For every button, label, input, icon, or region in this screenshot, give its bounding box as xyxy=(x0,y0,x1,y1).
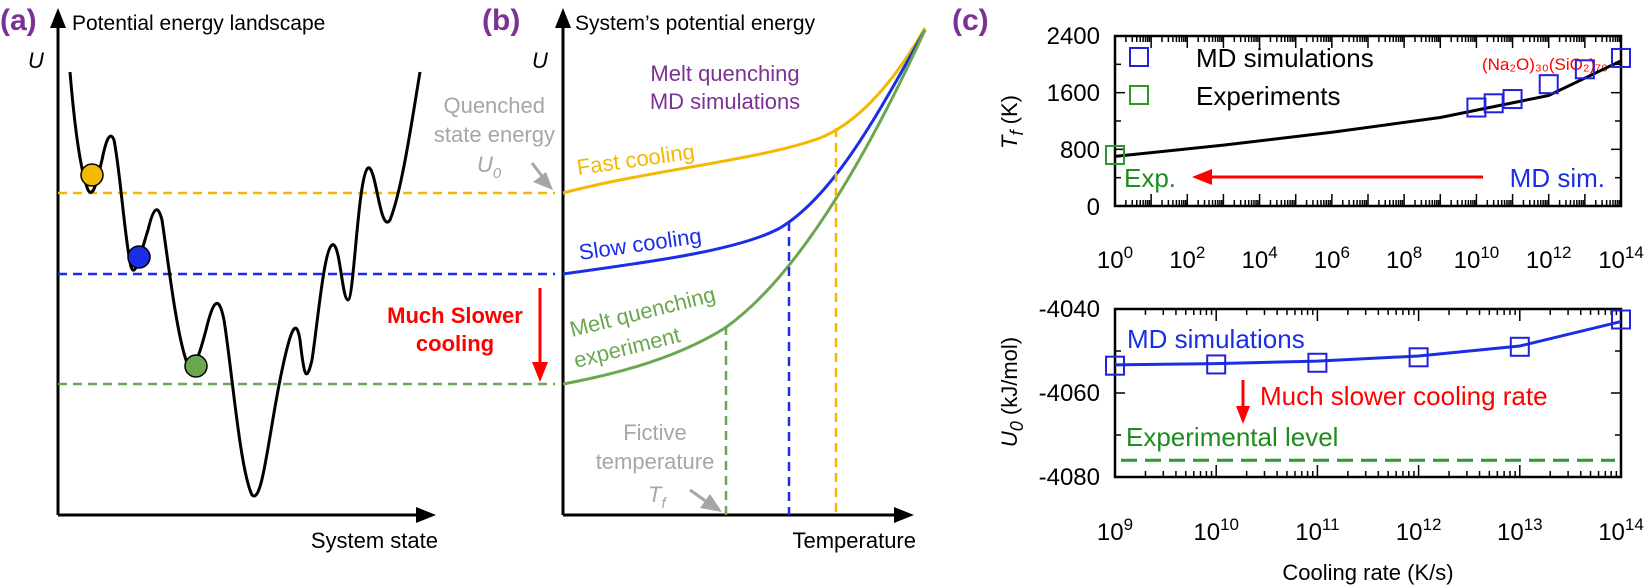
exp-level-label: Experimental level xyxy=(1126,422,1338,452)
tf-pointer xyxy=(689,488,708,504)
top-exp-label: Exp. xyxy=(1124,163,1176,193)
top-ytick: 800 xyxy=(1060,137,1100,164)
bottom-x-label: Cooling rate (K/s) xyxy=(1282,560,1453,585)
top-red-arrowhead xyxy=(1192,169,1212,185)
energy-landscape-curve xyxy=(68,71,422,498)
bottom-x-tick-label: 1011 xyxy=(1295,515,1339,546)
slow-cooling-curve xyxy=(562,29,927,276)
bottom-plot-ticks xyxy=(1114,308,1622,478)
top-y-label: Tf (K) xyxy=(997,95,1027,149)
tf-symbol: Tf xyxy=(648,482,667,512)
quenched-label-1: Quenched xyxy=(443,93,545,118)
bottom-ytick: -4060 xyxy=(1039,380,1100,407)
top-md-point xyxy=(1502,89,1523,110)
top-exp-point xyxy=(1105,145,1125,165)
top-x-tick-label: 1014 xyxy=(1598,243,1644,274)
bottom-x-tick-label: 1012 xyxy=(1396,515,1442,546)
fast-cooling-curve xyxy=(562,27,927,195)
fictive-label-2: temperature xyxy=(596,449,715,474)
top-x-tick-label: 106 xyxy=(1314,243,1350,274)
top-x-tick-label: 100 xyxy=(1097,243,1133,274)
legend-md-label: MD simulations xyxy=(1196,43,1374,73)
md-label-2: MD simulations xyxy=(650,89,800,114)
legend-md-marker xyxy=(1129,47,1149,67)
ball-blue xyxy=(127,245,151,269)
fast-cooling-label: Fast cooling xyxy=(575,139,696,180)
panel-c-letter: (c) xyxy=(952,4,989,37)
top-plot-ticks xyxy=(1114,35,1622,207)
top-x-tick-label: 108 xyxy=(1386,243,1422,274)
top-md-point xyxy=(1574,59,1595,80)
panel-a-letter: (a) xyxy=(0,4,37,37)
panel-a-y-arrowhead xyxy=(50,8,66,28)
top-md-point xyxy=(1538,74,1559,95)
bottom-data-points xyxy=(1105,309,1631,376)
panel-c: (c) 2400 1600 800 0 100 102 104 106 108 1010 1… xyxy=(952,4,1644,585)
bottom-y-label: U0 (kJ/mol) xyxy=(997,337,1027,447)
quenched-label-2: state energy xyxy=(434,122,555,147)
bottom-md-label: MD simulations xyxy=(1127,324,1305,354)
bottom-md-point xyxy=(1611,309,1631,330)
top-ytick: 2400 xyxy=(1047,23,1100,50)
bottom-red-arrowhead xyxy=(1236,406,1250,424)
bottom-ytick: -4040 xyxy=(1039,296,1100,323)
top-x-tick-labels: 100 102 104 106 108 1010 1012 1014 xyxy=(1097,243,1644,274)
much-slower-label-1: Much Slower xyxy=(387,303,523,328)
top-md-point xyxy=(1611,47,1631,68)
panel-a-x-label: System state xyxy=(311,528,438,553)
bottom-x-tick-label: 109 xyxy=(1097,515,1133,546)
panel-b-y-arrowhead xyxy=(555,8,571,28)
u0-symbol: U0 xyxy=(477,152,502,182)
tf-pointer-head xyxy=(700,494,722,512)
legend-exp-label: Experiments xyxy=(1196,81,1341,111)
panel-b: (b) System’s potential energy U Temperat… xyxy=(434,4,927,553)
md-label-1: Melt quenching xyxy=(650,61,799,86)
much-slower-label-2: cooling xyxy=(416,331,494,356)
bottom-ytick: -4080 xyxy=(1039,464,1100,491)
fictive-label-1: Fictive xyxy=(623,420,687,445)
bottom-arrow-label: Much slower cooling rate xyxy=(1260,381,1548,411)
top-x-tick-label: 104 xyxy=(1241,243,1277,274)
panel-a-x-arrowhead xyxy=(416,507,436,523)
bottom-x-tick-label: 1010 xyxy=(1193,515,1239,546)
ball-orange xyxy=(80,163,104,187)
ball-green xyxy=(184,354,208,378)
top-fit-curve xyxy=(1114,59,1622,158)
bottom-y-tick-labels: -4040 -4060 -4080 xyxy=(1039,296,1100,491)
bottom-x-tick-label: 1014 xyxy=(1598,515,1644,546)
panel-b-x-label: Temperature xyxy=(792,528,916,553)
bottom-md-point xyxy=(1105,355,1125,376)
legend-exp-marker xyxy=(1129,85,1149,105)
panel-a-y-symbol: U xyxy=(28,48,44,73)
bottom-md-point xyxy=(1408,347,1429,368)
top-ytick: 1600 xyxy=(1047,80,1100,107)
top-ytick: 0 xyxy=(1087,194,1100,221)
slow-cooling-label: Slow cooling xyxy=(577,223,703,265)
panel-a: (a) Potential energy landscape U System … xyxy=(0,4,555,553)
experiment-curve xyxy=(562,29,927,386)
top-x-tick-label: 1012 xyxy=(1526,243,1572,274)
panel-a-title: Potential energy landscape xyxy=(72,12,325,35)
top-md-label: MD sim. xyxy=(1510,163,1605,193)
bottom-md-point xyxy=(1206,354,1227,375)
panel-b-title: System’s potential energy xyxy=(575,12,816,35)
panel-b-y-symbol: U xyxy=(532,48,548,73)
top-data-points xyxy=(1105,47,1631,165)
u0-pointer-head xyxy=(533,172,553,190)
top-x-tick-label: 1010 xyxy=(1454,243,1500,274)
panel-b-x-arrowhead xyxy=(894,507,914,523)
bottom-fit-curve xyxy=(1114,320,1622,367)
bottom-x-tick-labels: 109 1010 1011 1012 1013 1014 xyxy=(1097,515,1644,546)
top-x-tick-label: 102 xyxy=(1169,243,1205,274)
much-slower-arrowhead xyxy=(532,362,548,382)
composition-label: (Na₂O)₃₀(SiO₂)₇₀ xyxy=(1482,55,1608,74)
bottom-md-point xyxy=(1509,336,1530,357)
top-md-point xyxy=(1483,93,1504,114)
panel-b-letter: (b) xyxy=(482,4,520,37)
bottom-md-point xyxy=(1307,352,1328,373)
top-y-tick-labels: 2400 1600 800 0 xyxy=(1047,23,1100,221)
bottom-x-tick-label: 1013 xyxy=(1497,515,1543,546)
